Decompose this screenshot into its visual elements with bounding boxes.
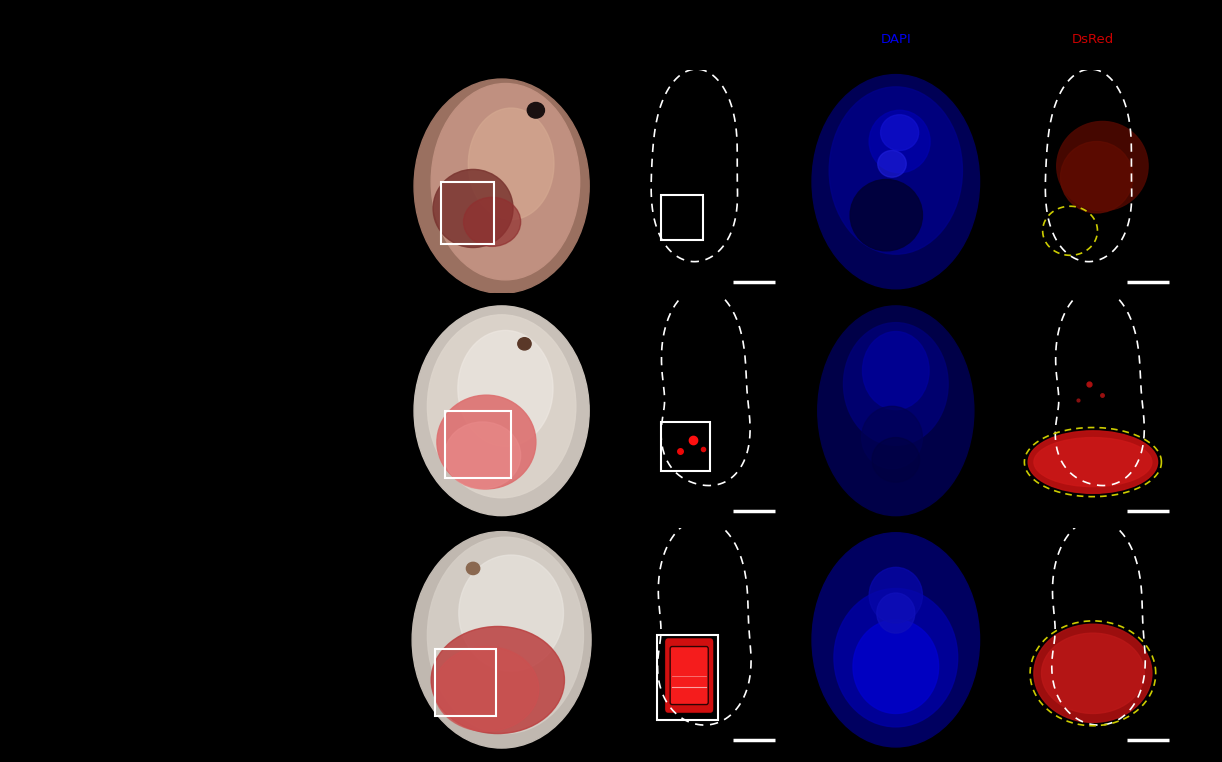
Ellipse shape xyxy=(458,331,554,447)
Ellipse shape xyxy=(1034,437,1152,487)
Ellipse shape xyxy=(863,331,929,410)
Bar xyxy=(661,195,703,240)
Ellipse shape xyxy=(818,306,974,516)
Text: DsRed: DsRed xyxy=(1072,33,1114,46)
Ellipse shape xyxy=(1034,624,1152,722)
Ellipse shape xyxy=(467,562,480,575)
Ellipse shape xyxy=(873,437,920,482)
Ellipse shape xyxy=(843,322,948,445)
Ellipse shape xyxy=(1057,121,1149,211)
Ellipse shape xyxy=(414,306,589,516)
Text: WT (E28): WT (E28) xyxy=(369,153,382,210)
Ellipse shape xyxy=(851,180,923,251)
Ellipse shape xyxy=(1061,142,1133,213)
Ellipse shape xyxy=(853,620,938,713)
Bar xyxy=(441,181,494,244)
Ellipse shape xyxy=(428,537,583,734)
Ellipse shape xyxy=(431,84,579,280)
Ellipse shape xyxy=(830,87,963,255)
Ellipse shape xyxy=(458,555,563,671)
Text: E25 embryo-1: E25 embryo-1 xyxy=(369,367,382,455)
Bar xyxy=(657,636,717,720)
Ellipse shape xyxy=(1041,633,1144,713)
Ellipse shape xyxy=(881,115,919,150)
Ellipse shape xyxy=(518,338,532,350)
Ellipse shape xyxy=(437,395,536,489)
Ellipse shape xyxy=(445,422,521,489)
Ellipse shape xyxy=(412,532,591,748)
Ellipse shape xyxy=(431,626,565,734)
Ellipse shape xyxy=(869,110,930,173)
Text: DAPI: DAPI xyxy=(880,33,912,46)
Ellipse shape xyxy=(876,593,915,633)
Ellipse shape xyxy=(813,533,980,747)
Ellipse shape xyxy=(862,406,923,469)
Ellipse shape xyxy=(877,150,907,178)
Ellipse shape xyxy=(468,108,554,219)
Text: E28 embryo-3: E28 embryo-3 xyxy=(369,596,382,684)
Text: Phase: Phase xyxy=(481,33,522,46)
Ellipse shape xyxy=(869,568,923,623)
Ellipse shape xyxy=(414,79,589,293)
FancyBboxPatch shape xyxy=(665,638,714,713)
Ellipse shape xyxy=(433,169,513,248)
Bar xyxy=(435,648,496,716)
Ellipse shape xyxy=(1028,431,1157,493)
Ellipse shape xyxy=(463,197,521,246)
Ellipse shape xyxy=(428,315,576,498)
Bar xyxy=(661,422,710,471)
Ellipse shape xyxy=(833,588,958,727)
Ellipse shape xyxy=(528,102,545,118)
FancyBboxPatch shape xyxy=(670,646,709,705)
Bar xyxy=(445,411,511,478)
Ellipse shape xyxy=(434,646,539,732)
Ellipse shape xyxy=(813,75,980,289)
Text: Stereo
fluorescence: Stereo fluorescence xyxy=(656,25,742,53)
